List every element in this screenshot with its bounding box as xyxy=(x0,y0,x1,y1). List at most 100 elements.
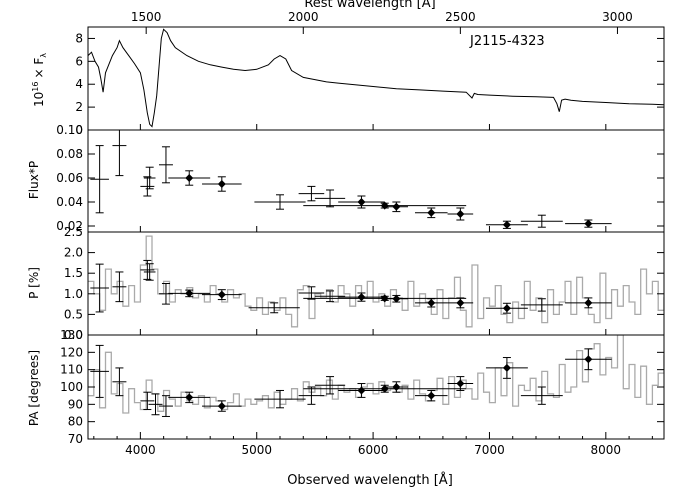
background-histogram-polarization xyxy=(88,235,664,328)
polarization-y-axis-title: P [%] xyxy=(27,267,41,299)
data-point-polarized_flux xyxy=(143,166,156,190)
top-tick-label: 2000 xyxy=(288,10,319,24)
diamond-marker xyxy=(427,391,436,400)
data-point-position_angle xyxy=(447,376,474,391)
y-tick-label-polarization: 0.0 xyxy=(64,328,83,342)
data-point-polarized_flux xyxy=(254,194,306,210)
x-tick-label: 7000 xyxy=(474,443,505,457)
diamond-marker xyxy=(392,294,401,303)
data-point-polarized_flux xyxy=(565,219,612,228)
data-point-polarization xyxy=(298,286,325,300)
data-point-position_angle xyxy=(254,389,306,409)
background-traces xyxy=(88,235,664,414)
data-point-position_angle xyxy=(112,367,127,397)
data-point-polarized_flux xyxy=(338,195,385,209)
y-tick-label-polarized_flux: 0.08 xyxy=(56,147,83,161)
data-point-polarization xyxy=(90,263,109,313)
data-point-polarized_flux xyxy=(485,220,528,229)
y-tick-label-polarization: 0.5 xyxy=(64,307,83,321)
y-tick-label-polarized_flux: 0.06 xyxy=(56,171,83,185)
y-tick-label-polarized_flux: 0.04 xyxy=(56,195,83,209)
y-tick-label-flux: 6 xyxy=(75,54,83,68)
y-tick-label-position_angle: 70 xyxy=(68,432,83,446)
y-tick-label-flux: 2 xyxy=(75,100,83,114)
flux-spectrum-line xyxy=(88,28,664,128)
diamond-marker xyxy=(217,290,226,299)
diamond-marker xyxy=(217,180,226,188)
y-tick-label-position_angle: 80 xyxy=(68,415,83,429)
data-point-polarization xyxy=(314,290,346,303)
y-tick-label-flux: 0 xyxy=(75,123,83,137)
data-point-polarized_flux xyxy=(168,170,211,186)
y-tick-label-position_angle: 100 xyxy=(60,380,83,394)
diamond-marker xyxy=(427,298,436,307)
object-name-label: J2115-4323 xyxy=(469,34,545,49)
diamond-marker xyxy=(456,210,465,218)
y-tick-label-polarization: 1.5 xyxy=(64,266,83,280)
panel-frame-polarized_flux xyxy=(87,129,665,233)
axis-ticks: 4000 5000 6000 7000 8000 1500 2000 2500 3000 0 2 4 6… xyxy=(56,10,664,457)
top-axis-title: Rest wavelength [Å] xyxy=(304,0,435,11)
diamond-marker xyxy=(502,363,511,372)
data-point-polarized_flux xyxy=(90,145,109,214)
y-tick-label-flux: 4 xyxy=(75,77,83,91)
diamond-marker xyxy=(502,304,511,313)
flux-ylabel-sub: λ xyxy=(39,53,48,58)
data-point-polarization xyxy=(565,297,612,309)
x-tick-label: 5000 xyxy=(241,443,272,457)
panel-frame-polarization xyxy=(87,231,665,336)
flux-ylabel-mid: × F xyxy=(32,58,46,79)
panel-frames xyxy=(87,26,665,440)
data-point-polarization xyxy=(485,302,528,314)
diamond-marker xyxy=(380,201,389,210)
data-point-polarized_flux xyxy=(520,214,563,228)
data-point-position_angle xyxy=(298,386,325,405)
data-layer xyxy=(88,28,664,417)
data-point-polarization xyxy=(384,294,408,303)
polarized-flux-y-axis-title: Flux*P xyxy=(27,161,41,199)
x-tick-label: 4000 xyxy=(125,443,156,457)
diamond-marker xyxy=(357,293,366,302)
diamond-marker xyxy=(456,379,465,388)
data-point-polarized_flux xyxy=(202,176,242,192)
y-tick-label-polarization: 2.5 xyxy=(64,225,83,239)
y-tick-label-flux: 8 xyxy=(75,31,83,45)
data-point-position_angle xyxy=(314,376,346,395)
data-point-position_angle xyxy=(158,395,173,417)
data-point-polarized_flux xyxy=(298,185,325,202)
top-tick-label: 2500 xyxy=(445,10,476,24)
data-point-polarization xyxy=(248,302,300,314)
y-tick-label-polarization: 2.0 xyxy=(64,246,83,260)
y-tick-label-polarized_flux: 0.10 xyxy=(56,123,83,137)
data-point-position_angle xyxy=(202,400,242,412)
y-tick-label-polarized_flux: 0.02 xyxy=(56,219,83,233)
diamond-marker xyxy=(185,174,194,182)
flux-ylabel-pre: 10 xyxy=(32,92,46,107)
top-tick-label: 1500 xyxy=(131,10,162,24)
diamond-marker xyxy=(357,198,366,206)
data-point-polarized_flux xyxy=(303,201,467,210)
y-tick-label-position_angle: 120 xyxy=(60,345,83,359)
position-angle-y-axis-title: PA [degrees] xyxy=(27,350,41,426)
x-axis-title: Observed wavelength [Å] xyxy=(287,472,453,488)
data-point-polarization xyxy=(168,289,211,298)
diamond-marker xyxy=(456,298,465,307)
data-point-polarized_flux xyxy=(384,201,408,213)
diamond-marker xyxy=(584,298,593,307)
data-point-position_angle xyxy=(485,357,528,379)
data-point-polarization xyxy=(202,289,242,301)
y-tick-label-polarization: 1.0 xyxy=(64,287,83,301)
flux-ylabel-sup: 16 xyxy=(31,82,40,92)
flux-y-axis-title: 1016 × Fλ xyxy=(31,53,48,107)
diamond-marker xyxy=(185,289,194,298)
data-point-polarization xyxy=(338,292,385,302)
diamond-marker xyxy=(584,355,593,364)
diamond-marker xyxy=(185,393,194,402)
diamond-marker xyxy=(502,220,511,229)
data-point-polarization xyxy=(414,298,448,308)
data-point-position_angle xyxy=(303,384,467,393)
diamond-marker xyxy=(217,402,226,411)
data-point-polarized_flux xyxy=(447,207,474,221)
data-point-polarized_flux xyxy=(414,207,448,219)
